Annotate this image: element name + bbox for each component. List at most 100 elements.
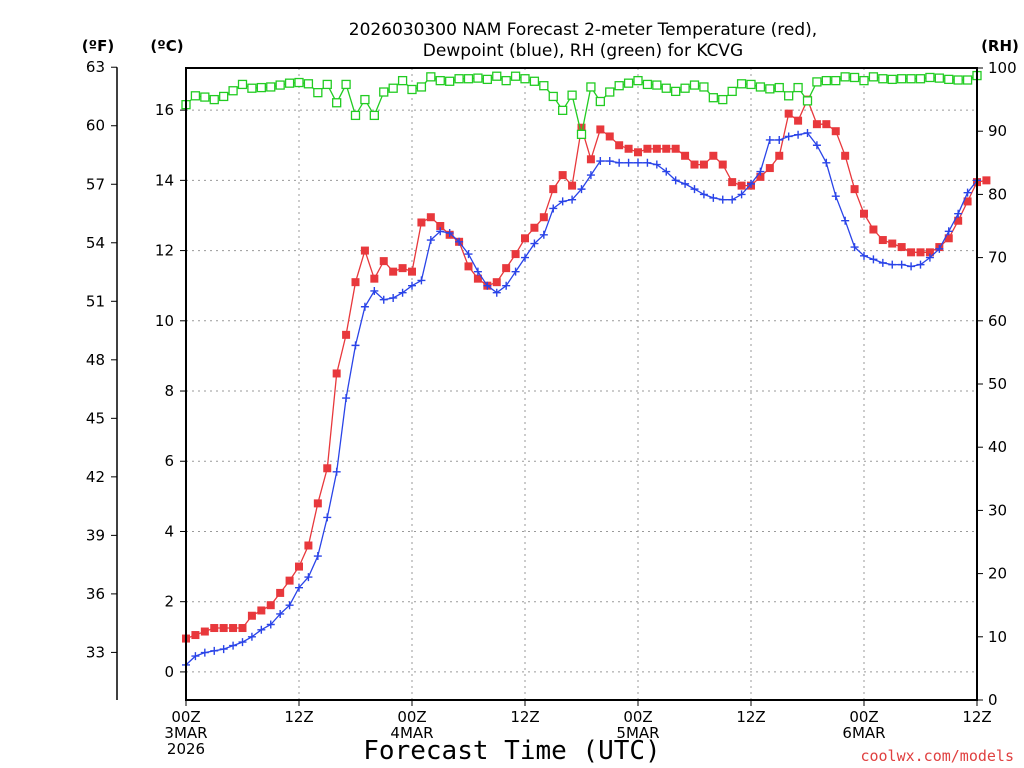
dewpoint-point [285,601,294,610]
dewpoint-point [351,341,360,350]
rh-point [445,76,455,86]
rh-point [256,82,266,93]
rh-point [727,86,737,97]
dewpoint-point [784,132,793,141]
dewpoint-point [426,236,435,245]
temperature-point [718,160,727,169]
rh-point [595,96,605,107]
temperature-point [596,125,605,134]
dewpoint-point [728,195,737,204]
x-tick-label: 00Z [849,708,878,726]
dewpoint-point [219,645,228,654]
rh-point [849,72,860,83]
x-tick-label: 6MAR [842,724,885,742]
fahrenheit-tick-label: 48 [86,351,105,369]
dewpoint-point [577,185,586,194]
dewpoint-point [360,302,369,311]
dewpoint-point [925,253,934,262]
dewpoint-point [558,197,567,206]
x-tick-label: 00Z [397,708,426,726]
fahrenheit-tick-label: 63 [86,58,105,76]
rh-point [793,82,803,93]
rh-point [332,98,342,108]
dewpoint-point [417,276,426,285]
rh-point [294,77,304,88]
temperature-point [869,225,878,234]
series-lines [181,70,991,669]
rh-point [831,75,841,86]
celsius-tick-label: 16 [155,101,174,119]
temperature-point [247,611,256,620]
dewpoint-point [445,229,454,238]
rh-point [736,79,747,89]
dewpoint-point [916,260,925,269]
temperature-point [784,109,793,118]
rh-point [247,83,257,93]
celsius-unit-label: (ºC) [150,37,183,55]
axes [111,66,983,706]
temperature-point [831,127,840,136]
series-line-0 [185,97,987,640]
temperature-point [266,601,275,610]
fahrenheit-tick-label: 57 [86,175,105,193]
rh-point [746,79,756,90]
rh-point [699,82,709,92]
rh-point [548,91,558,102]
temperature-point [878,236,887,245]
rh-point [303,79,314,89]
temperature-point [982,176,991,185]
temperature-point [765,164,774,173]
temperature-point [794,116,803,125]
rh-tick-label: 90 [988,122,1007,140]
dewpoint-point [671,176,680,185]
rh-point [576,129,587,140]
rh-point [661,83,671,93]
series-line-1 [185,132,978,666]
rh-point [379,87,389,97]
temperature-point [502,264,511,273]
temperature-point [285,576,294,585]
dewpoint-point [634,158,642,167]
rh-point [784,91,794,101]
temperature-point [568,181,577,190]
dewpoint-point [379,295,388,304]
temperature-point [643,144,652,153]
rh-point [887,74,897,85]
dewpoint-point [408,281,416,290]
dewpoint-point [709,193,718,202]
temperature-point [323,464,332,473]
dewpoint-point [765,135,774,144]
dewpoint-point [210,646,219,655]
x-tick-label: 00Z [171,708,200,726]
temperature-point [332,369,341,378]
rh-point [586,82,596,92]
dewpoint-point [747,179,755,188]
rh-tick-label: 20 [988,565,1007,583]
dewpoint-point [492,288,501,297]
rh-point [962,75,973,85]
dewpoint-point [737,190,746,199]
temperature-point [360,246,369,255]
temperature-point [436,222,445,230]
grid-lines [186,68,977,700]
dewpoint-point [464,250,473,259]
dewpoint-point [586,171,595,180]
rh-point [190,91,201,101]
temperature-point [577,123,586,132]
x-tick-label: 12Z [284,708,313,726]
dewpoint-point [276,609,285,618]
x-tick-label: 2026 [167,740,205,758]
temperature-point [812,120,821,129]
x-tick-label: 12Z [962,708,991,726]
rh-tick-label: 80 [988,185,1007,203]
dewpoint-point [794,130,803,139]
dewpoint-point [191,652,200,661]
dewpoint-point [398,288,407,297]
temperature-point [304,541,313,550]
rh-point [407,84,417,95]
dewpoint-point [822,158,831,167]
rh-point [765,84,775,94]
temperature-point [897,243,906,252]
dewpoint-point [756,167,765,176]
temperature-point [615,141,624,150]
